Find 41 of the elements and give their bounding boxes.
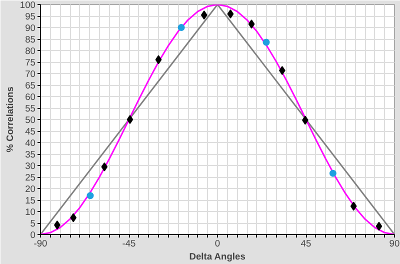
y-tick-label: 75 <box>25 58 36 68</box>
point <box>227 9 234 18</box>
y-tick-label: 55 <box>25 104 36 114</box>
point <box>86 192 94 200</box>
y-tick-label: 20 <box>25 184 36 194</box>
y-tick-label: 50 <box>25 115 36 125</box>
y-tick-label: 85 <box>25 34 36 44</box>
y-tick-label: 5 <box>30 218 36 228</box>
y-tick-label: 15 <box>25 196 36 206</box>
point <box>262 38 270 46</box>
point <box>155 55 162 64</box>
point <box>248 20 255 29</box>
y-axis-title: % Correlations <box>4 86 15 152</box>
x-tick-label: 90 <box>389 238 400 248</box>
y-tick-label: 95 <box>25 12 36 22</box>
x-tick-label: -45 <box>122 238 136 248</box>
y-tick-label: 60 <box>25 92 36 102</box>
y-tick-label: 0 <box>30 230 36 240</box>
point <box>178 24 185 31</box>
point <box>200 10 208 20</box>
y-tick-label: 100 <box>20 0 36 10</box>
y-tick-label: 65 <box>25 80 36 90</box>
point <box>101 162 108 172</box>
x-axis-title: Delta Angles <box>189 252 246 262</box>
y-tick-label: 25 <box>25 172 36 182</box>
y-tick-label: 40 <box>25 138 36 148</box>
y-tick-label: 35 <box>25 150 36 160</box>
y-tick-label: 10 <box>25 207 36 217</box>
y-tick-label: 90 <box>25 23 36 33</box>
y-tick-label: 80 <box>25 46 36 56</box>
y-tick-label: 70 <box>25 69 36 79</box>
x-tick-label: 45 <box>300 238 312 248</box>
point <box>70 213 77 222</box>
point <box>329 170 336 177</box>
point <box>126 115 134 124</box>
x-tick-label: 0 <box>214 238 220 248</box>
x-tick-label: -90 <box>34 238 48 248</box>
point <box>376 222 382 231</box>
y-tick-label: 30 <box>25 161 36 171</box>
y-tick-label: 45 <box>25 126 36 136</box>
point <box>350 202 357 211</box>
